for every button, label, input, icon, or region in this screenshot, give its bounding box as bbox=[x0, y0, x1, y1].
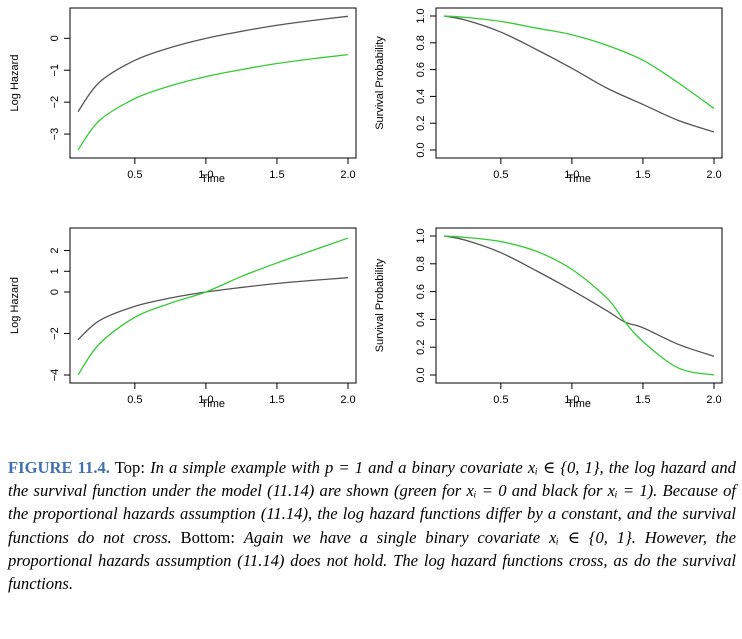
y-tick-label: 0.6 bbox=[415, 62, 427, 77]
y-tick-label: −1 bbox=[49, 64, 61, 77]
x-tick-label: 2.0 bbox=[706, 394, 721, 406]
x-tick-label: 1.5 bbox=[635, 394, 650, 406]
series-line-green bbox=[77, 237, 349, 376]
caption-line-2: xᵢ ∈ {0, 1}, the log hazard and the surv… bbox=[8, 458, 736, 501]
x-tick-label: 0.5 bbox=[493, 169, 508, 181]
x-tick-label: 1.5 bbox=[269, 169, 284, 181]
y-tick-label: 0 bbox=[49, 35, 61, 41]
series-line-black bbox=[443, 235, 715, 357]
caption-bottom-marker: Bottom: bbox=[180, 527, 235, 547]
y-tick-label: 0.8 bbox=[415, 256, 427, 271]
x-tick-label: 1.0 bbox=[564, 394, 579, 406]
y-tick-label: 1 bbox=[49, 268, 61, 274]
panel-top-right-survival: 0.5 1.0 1.5 2.0 Time 0.0 0.2 0.4 0.6 0.8 1.0 Surviv… bbox=[374, 7, 723, 185]
plot-frame bbox=[69, 227, 357, 384]
x-tick-label: 0.5 bbox=[127, 394, 142, 406]
figure-panels: 0.5 1.0 1.5 2.0 Time 0 −1 −2 −3 Log Hazard 0.5 1.0… bbox=[9, 7, 723, 410]
y-tick-label: 0.2 bbox=[415, 340, 427, 355]
x-tick-label: 2.0 bbox=[340, 394, 355, 406]
y-tick-label: 1.0 bbox=[415, 8, 427, 23]
x-tick-label: 1.5 bbox=[635, 169, 650, 181]
y-tick-label: −2 bbox=[49, 96, 61, 109]
caption-line-1: In a simple example with p = 1 and a bin… bbox=[150, 458, 523, 477]
x-tick-label: 1.5 bbox=[269, 394, 284, 406]
series-line-green bbox=[443, 15, 715, 109]
x-tick-label: 0.5 bbox=[127, 169, 142, 181]
series-line-green bbox=[443, 235, 715, 376]
figure-caption: FIGURE 11.4. Top: In a simple example wi… bbox=[8, 456, 736, 595]
x-tick-label: 1.0 bbox=[564, 169, 579, 181]
y-tick-label: 1.0 bbox=[415, 228, 427, 243]
panel-top-left-log-hazard: 0.5 1.0 1.5 2.0 Time 0 −1 −2 −3 Log Hazard bbox=[9, 7, 357, 185]
caption-line-3: are shown (green for xᵢ = 0 and black fo… bbox=[8, 481, 736, 524]
x-tick-label: 1.0 bbox=[198, 394, 213, 406]
figure-label: FIGURE 11.4. bbox=[8, 458, 110, 477]
y-tick-label: 2 bbox=[49, 247, 61, 253]
x-tick-label: 0.5 bbox=[493, 394, 508, 406]
caption-line-5: survival functions do not cross. bbox=[8, 504, 737, 547]
x-axis-label: Time bbox=[201, 398, 225, 410]
y-tick-label: −2 bbox=[49, 327, 61, 340]
plot-frame bbox=[435, 227, 723, 384]
x-tick-label: 2.0 bbox=[340, 169, 355, 181]
plot-frame bbox=[435, 7, 723, 159]
y-tick-label: 0.2 bbox=[415, 116, 427, 131]
y-tick-label: 0.0 bbox=[415, 142, 427, 157]
y-axis-label: Log Hazard bbox=[9, 55, 21, 112]
series-line-green bbox=[77, 53, 349, 151]
y-axis-label: Survival Probability bbox=[374, 258, 386, 352]
y-tick-label: 0.4 bbox=[415, 312, 427, 327]
y-tick-label: 0.0 bbox=[415, 367, 427, 382]
caption-line-5b: Again we have a single binary covariate bbox=[243, 527, 541, 547]
series-line-black bbox=[77, 15, 349, 113]
y-tick-label: 0.6 bbox=[415, 284, 427, 299]
panel-bottom-right-survival: 0.5 1.0 1.5 2.0 Time 0.0 0.2 0.4 0.6 0.8 1.0 Surviv… bbox=[374, 227, 723, 410]
x-axis-label: Time bbox=[567, 173, 591, 185]
y-tick-label: 0 bbox=[49, 289, 61, 295]
caption-line-7: The log hazard functions cross, as do th… bbox=[8, 550, 736, 594]
y-axis-label: Log Hazard bbox=[9, 277, 21, 334]
caption-top-marker: Top: bbox=[114, 458, 145, 477]
y-tick-label: 0.4 bbox=[415, 89, 427, 104]
series-line-black bbox=[77, 277, 349, 341]
y-tick-label: −4 bbox=[49, 369, 61, 382]
x-axis-label: Time bbox=[201, 173, 225, 185]
y-axis-label: Survival Probability bbox=[374, 36, 386, 130]
caption-line-6: xᵢ ∈ {0, 1}. However, the proportional h… bbox=[8, 527, 737, 570]
y-tick-label: −3 bbox=[49, 128, 61, 141]
x-axis-label: Time bbox=[567, 398, 591, 410]
series-line-black bbox=[443, 15, 715, 133]
panel-bottom-left-log-hazard: 0.5 1.0 1.5 2.0 Time 2 1 0 −2 −4 Log Hazard bbox=[9, 227, 357, 410]
x-tick-label: 2.0 bbox=[706, 169, 721, 181]
caption-line-4: hazards assumption (11.14), the log haza… bbox=[122, 504, 678, 524]
plot-frame bbox=[69, 7, 357, 159]
y-tick-label: 0.8 bbox=[415, 35, 427, 50]
x-tick-label: 1.0 bbox=[198, 169, 213, 181]
